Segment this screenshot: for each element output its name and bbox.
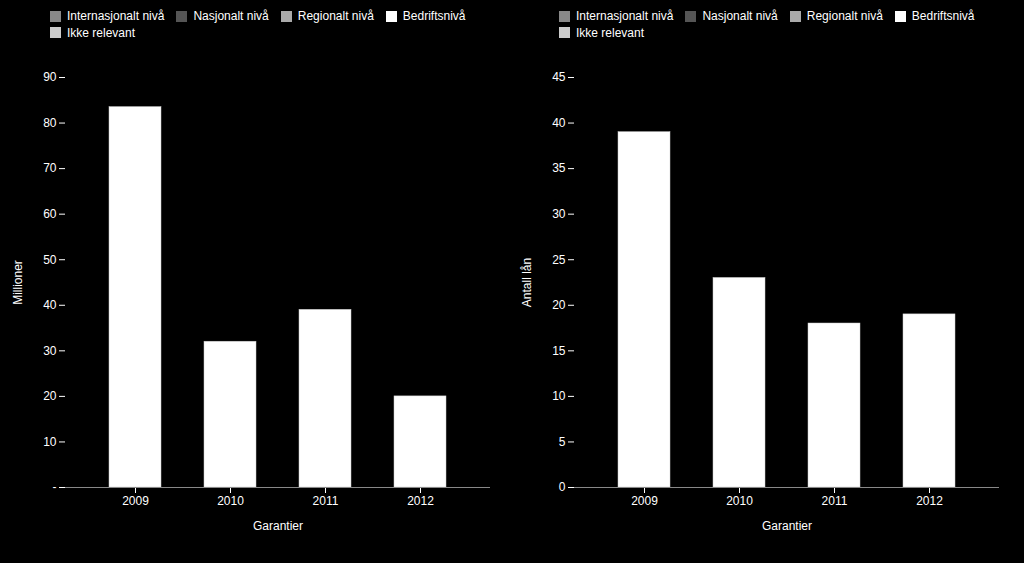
svg-text:Garantier: Garantier (762, 519, 812, 533)
svg-text:80: 80 (43, 116, 57, 130)
html-text:Regionalt nivå: Regionalt nivå (297, 9, 374, 24)
svg-text:40: 40 (552, 116, 566, 130)
html-text:Nasjonalt nivå: Nasjonalt nivå (702, 9, 778, 24)
svg-text:Antall lån: Antall lån (520, 258, 534, 307)
svg-text:40: 40 (43, 298, 57, 312)
svg-text:2012: 2012 (407, 494, 434, 508)
svg-text:2010: 2010 (217, 494, 244, 508)
html-text:Nasjonalt nivå: Nasjonalt nivå (193, 9, 269, 24)
svg-text:2010: 2010 (726, 494, 753, 508)
svg-text:30: 30 (552, 207, 566, 221)
svg-text:10: 10 (552, 389, 566, 403)
svg-text:50: 50 (43, 253, 57, 267)
svg-text:25: 25 (552, 253, 566, 267)
html-text:Ikke relevant: Ikke relevant (576, 25, 644, 40)
html-text:Internasjonalt nivå: Internasjonalt nivå (67, 9, 165, 24)
svg-text:Millioner: Millioner (11, 260, 25, 305)
svg-text:2011: 2011 (822, 494, 848, 508)
svg-text:35: 35 (552, 161, 566, 175)
svg-text:15: 15 (552, 344, 566, 358)
svg-text:20: 20 (43, 389, 57, 403)
svg-text:60: 60 (43, 207, 57, 221)
html-text:Ikke relevant: Ikke relevant (67, 25, 135, 40)
svg-text:45: 45 (552, 70, 566, 84)
svg-text:70: 70 (43, 161, 57, 175)
svg-text:20: 20 (552, 298, 566, 312)
html-text:Bedriftsnivå: Bedriftsnivå (911, 9, 975, 24)
html-text:Internasjonalt nivå: Internasjonalt nivå (576, 9, 674, 24)
svg-text:5: 5 (559, 435, 566, 449)
svg-text:2009: 2009 (122, 494, 149, 508)
svg-text:90: 90 (43, 70, 57, 84)
svg-text:30: 30 (43, 344, 57, 358)
svg-text:10: 10 (43, 435, 57, 449)
svg-text:2011: 2011 (313, 494, 339, 508)
svg-text:2009: 2009 (631, 494, 658, 508)
html-text:Bedriftsnivå: Bedriftsnivå (402, 9, 466, 24)
svg-text:Garantier: Garantier (253, 519, 303, 533)
html-text:Regionalt nivå: Regionalt nivå (806, 9, 883, 24)
svg-text:-: - (53, 480, 57, 494)
svg-text:0: 0 (559, 480, 566, 494)
svg-text:2012: 2012 (916, 494, 943, 508)
